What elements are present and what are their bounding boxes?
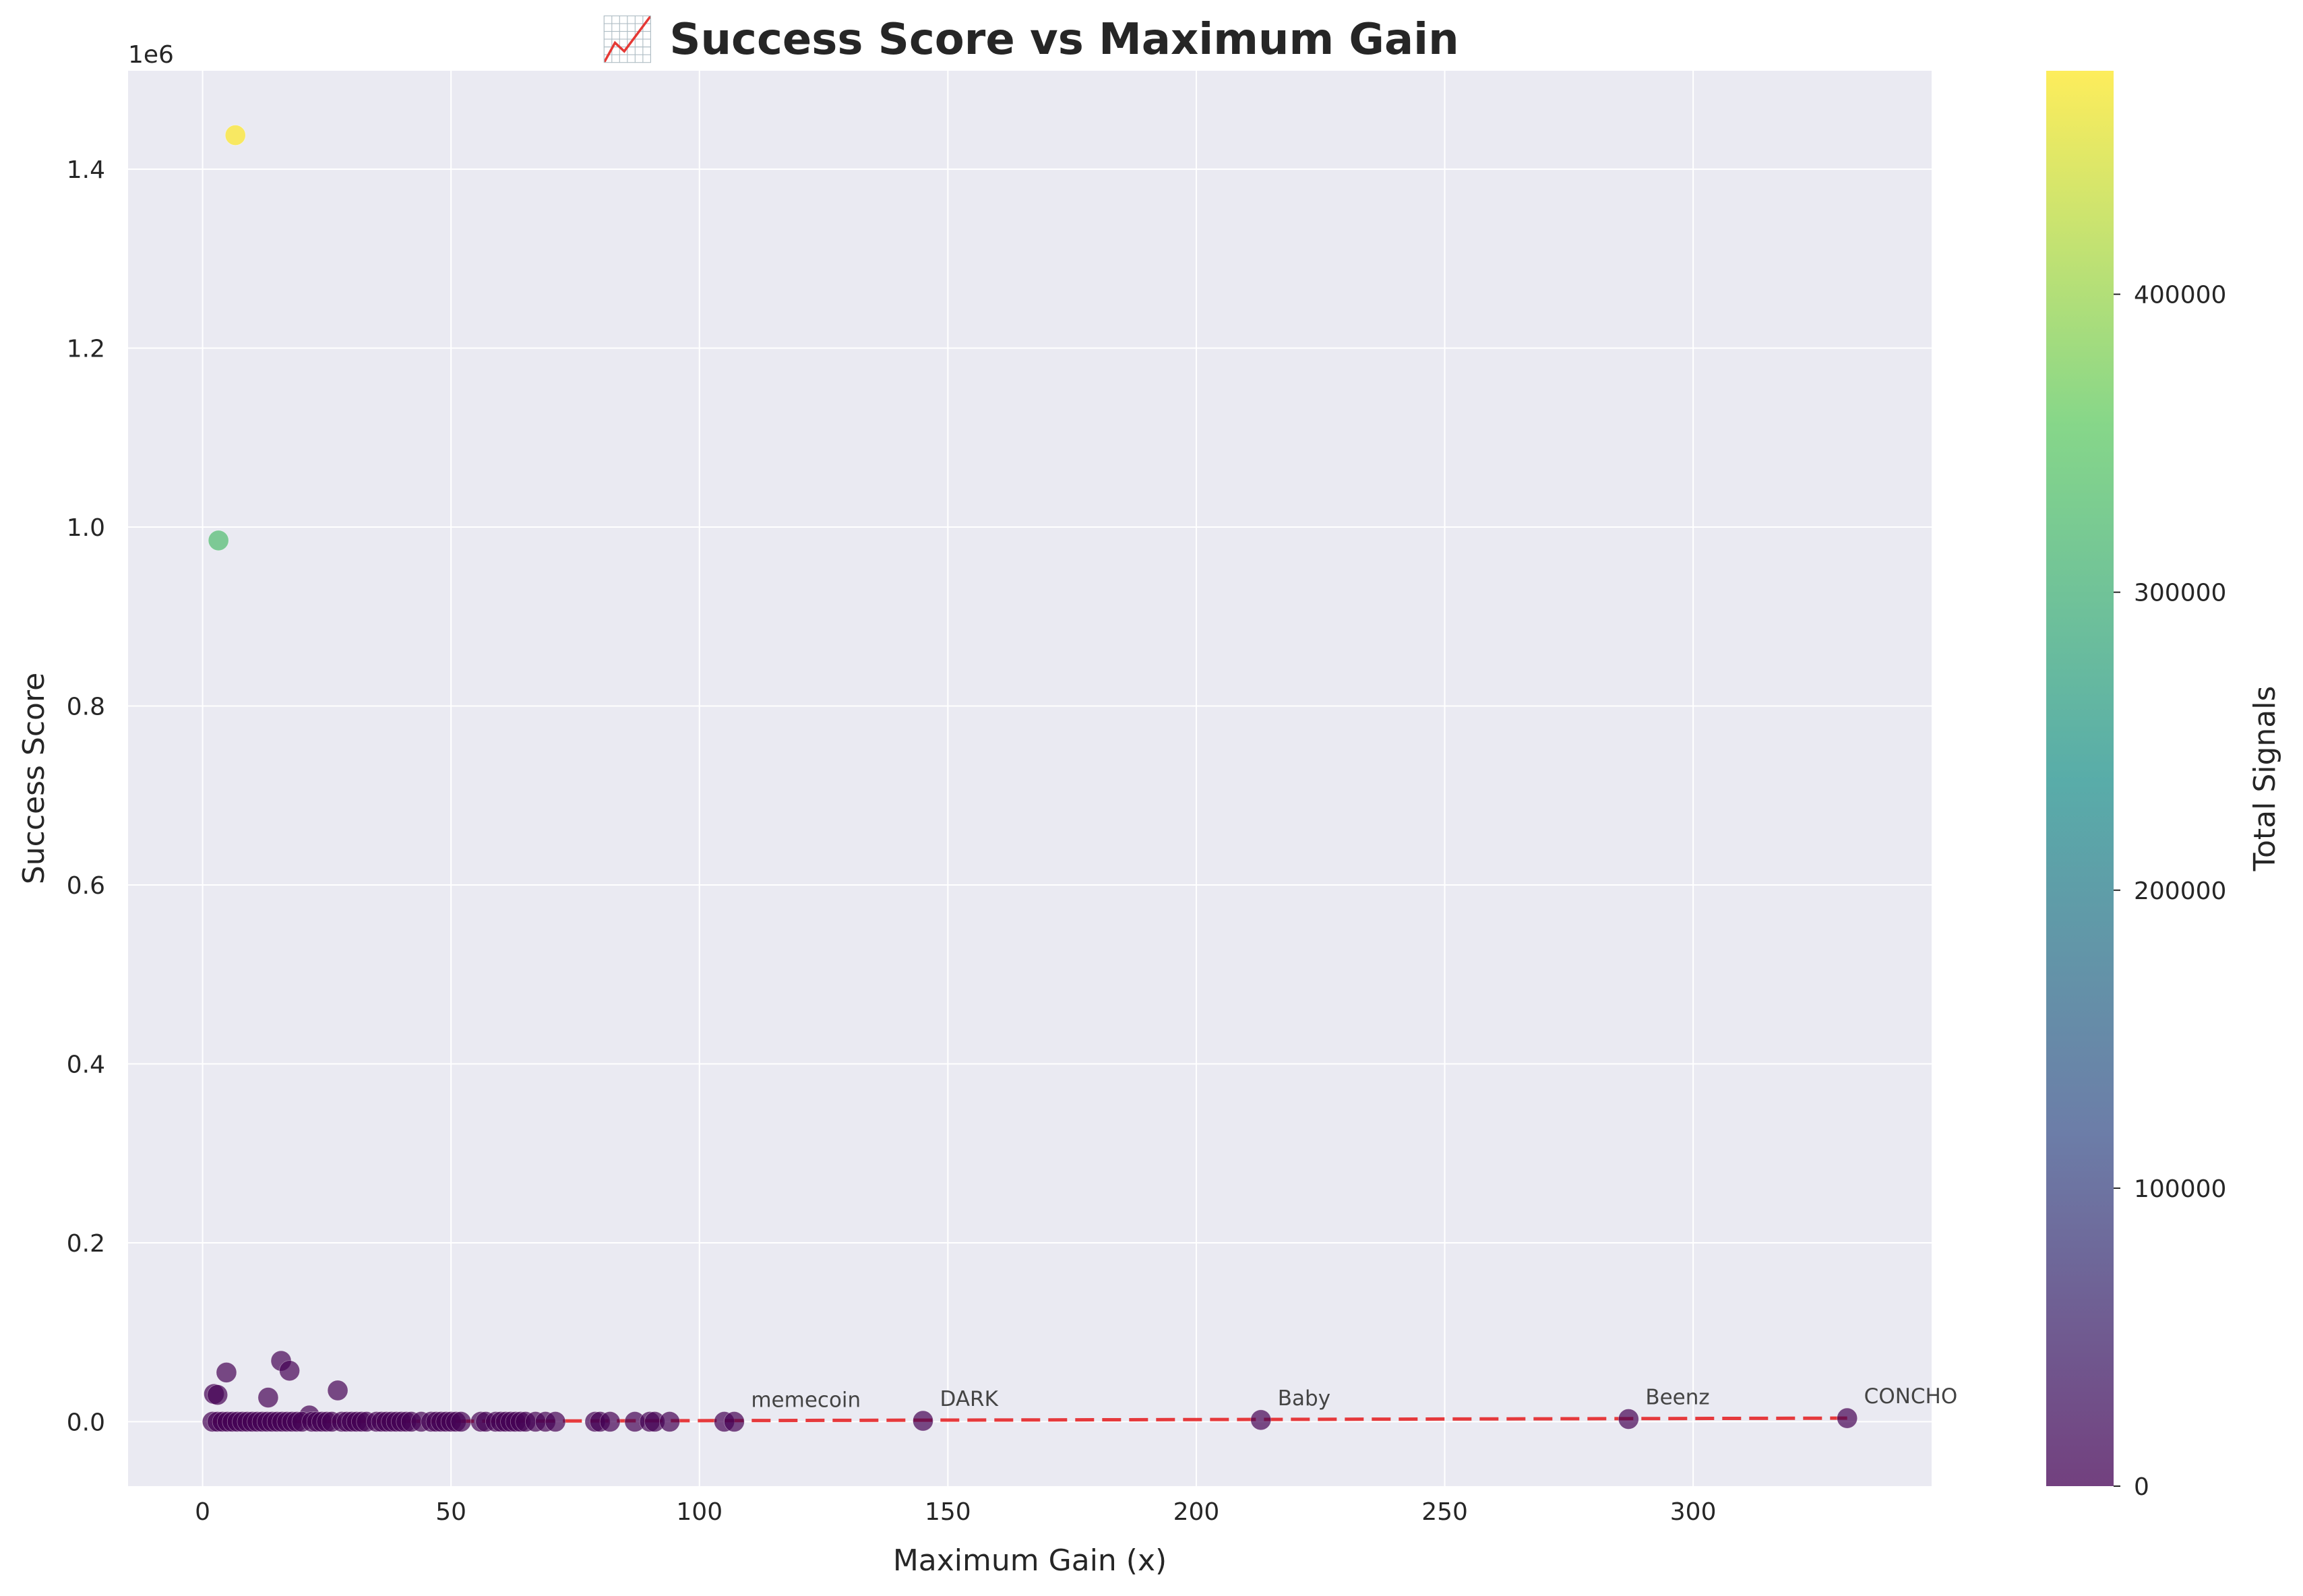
- y-tick-label: 1.0: [67, 514, 105, 542]
- x-tick-label: 200: [1173, 1498, 1220, 1526]
- y-tick-label: 1.2: [67, 336, 105, 363]
- colorbar-title: Total Signals: [2248, 686, 2282, 872]
- colorbar: [2046, 71, 2114, 1486]
- x-tick-label: 300: [1670, 1498, 1717, 1526]
- x-tick-label: 0: [195, 1498, 210, 1526]
- data-point: [1618, 1409, 1639, 1430]
- data-point: [327, 1380, 348, 1401]
- y-tick-label: 0.6: [67, 872, 105, 900]
- data-point: [545, 1411, 566, 1432]
- chart-title: 📈 Success Score vs Maximum Gain: [601, 15, 1458, 65]
- grid-lines: [128, 71, 1932, 1486]
- data-point: [257, 1387, 279, 1408]
- y-axis-ticks: 0.0 0.2 0.4 0.6 0.8 1.0 1.2 1.4: [67, 156, 105, 1436]
- colorbar-tick-label: 200000: [2134, 878, 2226, 905]
- data-point: [224, 125, 246, 146]
- data-point: [724, 1411, 745, 1432]
- data-point: [913, 1410, 933, 1432]
- y-tick-label: 1.4: [67, 156, 105, 184]
- point-annotation: memecoin: [751, 1388, 861, 1412]
- data-point: [207, 1384, 228, 1405]
- point-annotation: CONCHO: [1864, 1384, 1958, 1409]
- data-points: [202, 125, 1857, 1432]
- x-tick-label: 50: [435, 1498, 466, 1526]
- y-tick-label: 0.4: [67, 1051, 105, 1078]
- x-tick-label: 250: [1421, 1498, 1468, 1526]
- data-point: [208, 530, 229, 551]
- colorbar-tick-label: 400000: [2134, 282, 2226, 309]
- x-tick-label: 100: [676, 1498, 723, 1526]
- y-tick-label: 0.2: [67, 1230, 105, 1258]
- colorbar-tick-label: 100000: [2134, 1175, 2226, 1203]
- point-annotation: DARK: [940, 1387, 999, 1411]
- x-axis-title: Maximum Gain (x): [893, 1543, 1167, 1578]
- colorbar-ticks: 0 100000 200000 300000 400000: [2114, 282, 2226, 1501]
- y-axis-title: Success Score: [17, 673, 51, 884]
- data-point: [450, 1411, 472, 1432]
- data-point: [279, 1360, 300, 1382]
- x-tick-label: 150: [925, 1498, 971, 1526]
- point-annotation: Beenz: [1645, 1385, 1709, 1409]
- data-point: [659, 1411, 680, 1432]
- colorbar-tick-label: 300000: [2134, 580, 2226, 607]
- colorbar-tick-label: 0: [2134, 1473, 2149, 1501]
- y-axis-offset-label: 1e6: [128, 41, 174, 69]
- data-point: [216, 1362, 237, 1383]
- plot-area: [128, 71, 1932, 1486]
- y-tick-label: 0.0: [67, 1409, 105, 1436]
- point-annotation: Baby: [1278, 1386, 1330, 1411]
- data-point: [1250, 1409, 1272, 1431]
- point-annotations: memecoin DARK Baby Beenz CONCHO: [751, 1384, 1957, 1412]
- y-tick-label: 0.8: [67, 693, 105, 720]
- data-point: [599, 1411, 621, 1432]
- data-point: [1837, 1407, 1857, 1429]
- x-axis-ticks: 0 50 100 150 200 250 300: [195, 1498, 1716, 1526]
